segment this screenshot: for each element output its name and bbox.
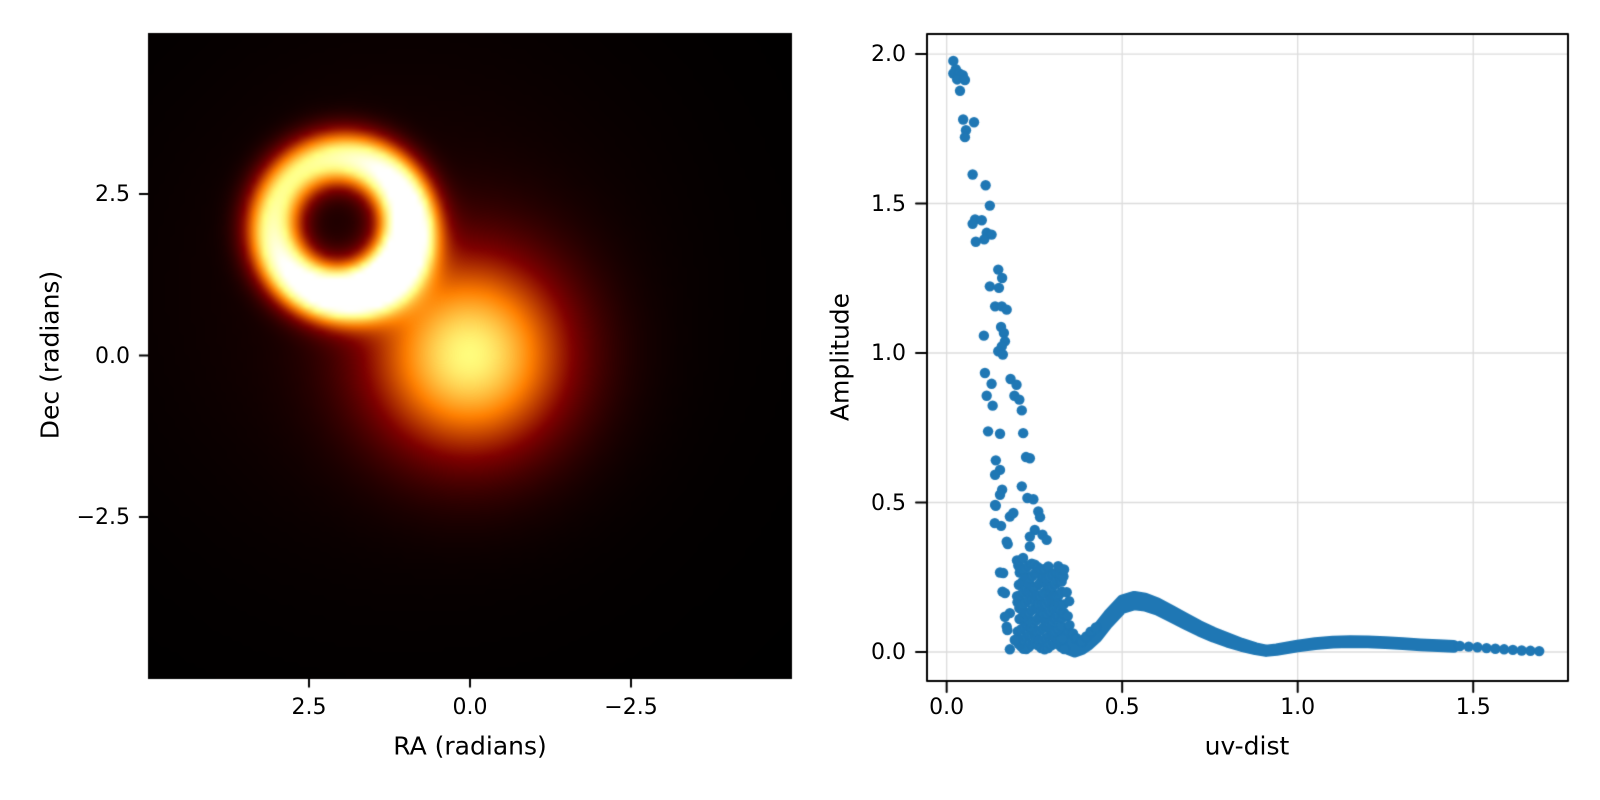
right-y-tick-label: 1.5 (871, 191, 906, 217)
right-y-axis-label: Amplitude (825, 292, 855, 422)
left-y-tick-label: 0.0 (95, 343, 130, 369)
right-y-tick-label: 1.0 (871, 341, 906, 366)
right-x-tick-label: 1.0 (1280, 695, 1316, 720)
left-y-axis-label: Dec (radians) (35, 270, 65, 440)
left-y-tick-label: 2.5 (95, 182, 130, 207)
right-y-tick-label: 2.0 (871, 42, 906, 68)
left-x-axis-label: RA (radians) (393, 731, 547, 761)
right-y-tick-label: 0.0 (871, 639, 906, 665)
right-x-tick-label: 0.5 (1104, 695, 1140, 720)
right-y-tick-label: 0.5 (871, 490, 906, 516)
right-x-axis-label: uv-dist (1204, 731, 1290, 761)
right-x-tick-label: 0.0 (929, 695, 965, 720)
left-x-tick-label: −2.5 (604, 695, 658, 720)
left-y-tick-label: −2.5 (76, 505, 130, 530)
left-x-tick-label: 0.0 (452, 695, 488, 720)
left-x-tick-label: 2.5 (291, 695, 327, 720)
right-x-tick-label: 1.5 (1455, 695, 1491, 720)
